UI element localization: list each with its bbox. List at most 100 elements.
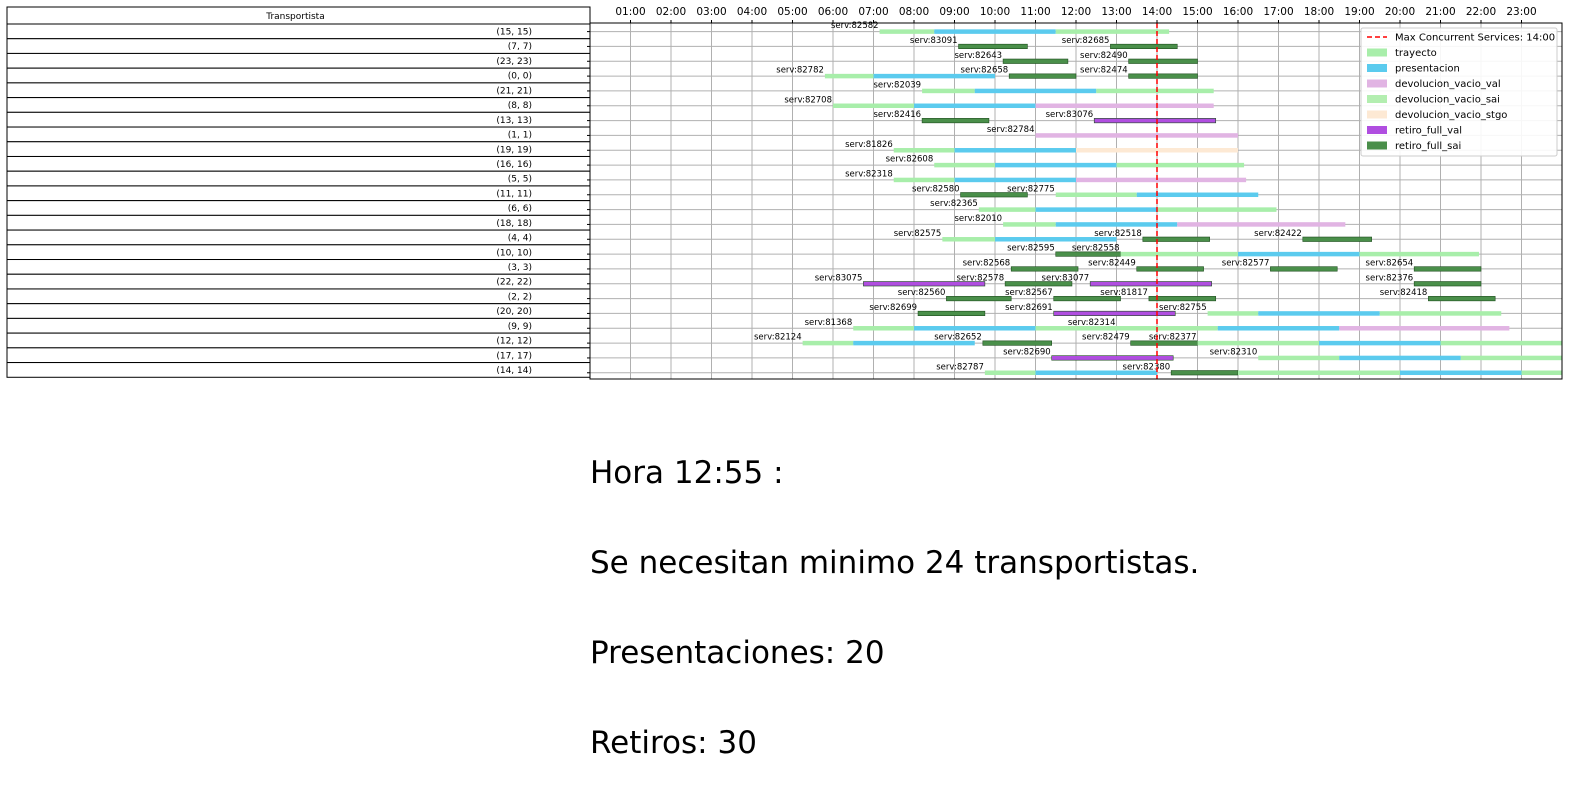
summary-text: Hora 12:55 : Se necesitan minimo 24 tran… <box>590 398 1199 788</box>
service-label: serv:82567 <box>1005 288 1053 298</box>
bar-retiro_full_sai <box>1004 281 1073 287</box>
table-row-label: (5, 5) <box>508 175 532 185</box>
table-row-label: (16, 16) <box>496 160 532 170</box>
x-tick-label: 12:00 <box>1061 6 1091 18</box>
bar-retiro_full_sai <box>1053 296 1121 302</box>
table-row-label: (12, 12) <box>496 337 532 347</box>
bar-trayecto <box>942 237 995 242</box>
bar-trayecto <box>879 29 935 34</box>
bar-presentacion <box>1400 370 1522 376</box>
service-label: serv:81368 <box>805 318 853 328</box>
legend-label: Max Concurrent Services: 14:00 <box>1395 33 1555 44</box>
bar-trayecto <box>1055 192 1137 198</box>
legend-swatch <box>1367 110 1387 119</box>
bar-retiro_full_sai <box>1302 236 1372 242</box>
service-label: serv:82376 <box>1366 273 1414 283</box>
legend-swatch <box>1367 48 1387 57</box>
bar-trayecto <box>1521 370 1562 376</box>
bar-trayecto <box>1055 29 1170 34</box>
bar-presentacion <box>1238 251 1360 257</box>
service-label: serv:83077 <box>1042 273 1090 283</box>
service-label: serv:82575 <box>894 229 942 239</box>
service-label: serv:82654 <box>1366 258 1414 268</box>
table-row-label: (17, 17) <box>496 351 532 361</box>
bar-trayecto <box>893 148 955 153</box>
bar-presentacion <box>1319 340 1441 346</box>
service-label: serv:82652 <box>934 333 982 343</box>
legend-swatch <box>1367 126 1387 134</box>
summary-presentaciones: Presentaciones: 20 <box>590 635 885 671</box>
bar-devolucion_vacio_val <box>1035 103 1214 109</box>
service-label: serv:82560 <box>898 288 946 298</box>
bar-presentacion <box>974 88 1097 94</box>
bar-presentacion <box>1258 311 1380 316</box>
bar-devolucion_vacio_stgo <box>1076 148 1238 153</box>
bar-trayecto <box>1460 355 1562 361</box>
bar-trayecto <box>893 177 955 183</box>
x-tick-label: 10:00 <box>980 6 1010 18</box>
bar-retiro_full_sai <box>1170 370 1239 376</box>
bar-retiro_full_sai <box>917 310 986 316</box>
service-label: serv:82690 <box>1003 347 1051 357</box>
table-row-cell <box>6 97 591 113</box>
x-tick-label: 20:00 <box>1385 6 1415 18</box>
bar-presentacion <box>1035 370 1157 376</box>
bar-presentacion <box>1339 355 1461 361</box>
service-label: serv:82558 <box>1072 244 1120 254</box>
bar-retiro_full_sai <box>960 192 1028 198</box>
table-row-label: (2, 2) <box>508 292 532 302</box>
legend-swatch <box>1367 95 1387 103</box>
legend-label: devolucion_vacio_val <box>1395 79 1501 90</box>
legend-label: retiro_full_val <box>1395 126 1462 137</box>
bar-trayecto <box>1003 222 1056 227</box>
bar-presentacion <box>995 237 1117 242</box>
table-row-cell <box>6 126 591 143</box>
table-row-label: (7, 7) <box>508 42 532 52</box>
bar-trayecto <box>1379 311 1502 316</box>
bar-retiro_full_sai <box>921 118 990 124</box>
table-row-label: (20, 20) <box>496 307 532 317</box>
legend-label: trayecto <box>1395 48 1437 59</box>
bar-trayecto <box>1258 355 1340 361</box>
service-label: serv:81826 <box>845 140 893 150</box>
legend-box <box>1360 27 1558 157</box>
bar-presentacion <box>1055 222 1178 227</box>
service-label: serv:83076 <box>1046 110 1094 120</box>
bar-trayecto <box>1120 251 1238 257</box>
bar-retiro_full_sai <box>1428 296 1496 302</box>
table-row-cell <box>6 288 591 305</box>
bar-presentacion <box>1035 207 1157 212</box>
service-label: serv:81817 <box>1100 288 1148 298</box>
service-label: serv:82699 <box>869 303 917 313</box>
table-row-label: (10, 10) <box>496 248 532 258</box>
bar-trayecto <box>853 326 914 331</box>
plot-frame <box>589 22 1563 380</box>
service-label: serv:82775 <box>1007 184 1055 194</box>
bar-devolucion_vacio_val <box>1035 133 1238 138</box>
bar-retiro_full_sai <box>1136 266 1204 272</box>
service-label: serv:82568 <box>963 258 1011 268</box>
legend-label: presentacion <box>1395 64 1460 75</box>
table-row-label: (14, 14) <box>496 366 532 376</box>
legend-swatch <box>1367 141 1387 150</box>
x-tick-label: 04:00 <box>737 6 767 18</box>
service-label: serv:82685 <box>1062 36 1110 46</box>
bar-trayecto <box>1238 370 1319 376</box>
bar-trayecto <box>1116 326 1218 331</box>
x-tick-label: 21:00 <box>1425 6 1455 18</box>
x-tick-label: 03:00 <box>696 6 726 18</box>
service-label: serv:82314 <box>1068 318 1116 328</box>
service-label: serv:83091 <box>910 36 958 46</box>
bar-retiro_full_val <box>1051 355 1174 361</box>
service-label: serv:82422 <box>1254 229 1302 239</box>
x-tick-label: 15:00 <box>1182 6 1212 18</box>
bar-devolucion_vacio_val <box>1339 326 1510 331</box>
table-row-cell <box>6 67 591 84</box>
x-tick-label: 02:00 <box>656 6 686 18</box>
bar-retiro_full_val <box>863 281 986 287</box>
bar-trayecto <box>1440 340 1562 346</box>
bar-trayecto <box>1157 207 1277 212</box>
bar-trayecto <box>934 162 995 168</box>
summary-retiros: Retiros: 30 <box>590 725 757 761</box>
x-tick-label: 18:00 <box>1304 6 1334 18</box>
